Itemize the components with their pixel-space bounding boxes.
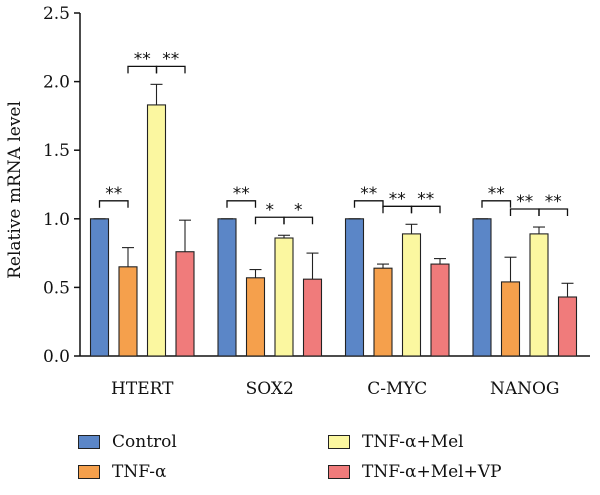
significance-label: ** [162,49,179,69]
bar [557,296,578,357]
significance-label: * [266,200,275,220]
legend-swatch-control [78,435,100,449]
y-tick-label: 2.0 [43,73,70,93]
y-axis-title: Relative mRNA level [5,101,25,279]
category-label: SOX2 [246,379,294,399]
bar [373,267,393,357]
error-bars [93,83,574,298]
legend-label-tnf-mel: TNF-α+Mel [362,432,464,452]
legend-swatch-tnf-mel-vp [328,465,350,479]
legend-swatch-tnf-mel [328,435,350,449]
y-tick-label: 1.0 [43,210,70,230]
legend: Control TNF-α TNF-α+Mel TNF-α+Mel+VP [78,432,588,492]
legend-item-control: Control [78,432,177,452]
bars [89,104,578,357]
y-tick-label: 2.5 [43,4,70,24]
bar [430,263,450,357]
y-axis-label: Relative mRNA level [5,101,25,279]
legend-label-tnf-mel-vp: TNF-α+Mel+VP [362,462,502,482]
legend-label-tnf: TNF-α [112,462,167,482]
bar [146,104,167,357]
significance-bracket [410,205,441,214]
legend-swatch-tnf [78,465,100,479]
bar [175,251,195,357]
bar-chart: Relative mRNA level 0.0 0.5 1.0 1.5 2.0 2.5 *… [5,4,590,399]
y-tick-label: 1.5 [43,141,70,161]
significance-bracket [283,216,314,225]
legend-item-tnf: TNF-α [78,462,166,482]
significance-bracket [226,200,257,208]
significance-label: ** [233,184,250,204]
bar [302,278,323,357]
category-label: C-MYC [367,379,427,399]
significance-bracket [538,208,569,217]
significance-bracket [155,65,186,74]
bar [401,233,422,357]
significance-bracket [98,200,129,208]
legend-label-control: Control [112,432,177,452]
significance-label: ** [389,189,406,209]
y-tick-label: 0.0 [43,347,70,367]
bar [217,218,237,357]
significance-label: ** [105,184,122,204]
significance-label: ** [488,184,505,204]
y-tick-label: 0.5 [43,278,70,298]
bar [500,281,521,357]
significance-label: ** [360,184,377,204]
significance-bracket [481,200,512,208]
significance-label: * [294,200,303,220]
category-labels: HTERT SOX2 C-MYC NANOG [111,379,559,399]
significance-brackets: **** ***** *** ** ** ** ** ** [98,49,569,225]
bar [118,266,138,357]
legend-item-tnf-mel-vp: TNF-α+Mel+VP [328,462,502,482]
bar [529,233,549,357]
significance-bracket [353,200,384,208]
category-label: HTERT [111,379,174,399]
bar [245,277,266,357]
bar [89,218,110,357]
bar [344,218,365,357]
bar [274,237,294,357]
legend-item-tnf-mel: TNF-α+Mel [328,432,464,452]
significance-label: ** [516,192,533,212]
category-label: NANOG [490,379,560,399]
significance-label: ** [545,192,562,212]
significance-label: ** [134,49,151,69]
bar [472,218,492,357]
significance-label: ** [417,189,434,209]
